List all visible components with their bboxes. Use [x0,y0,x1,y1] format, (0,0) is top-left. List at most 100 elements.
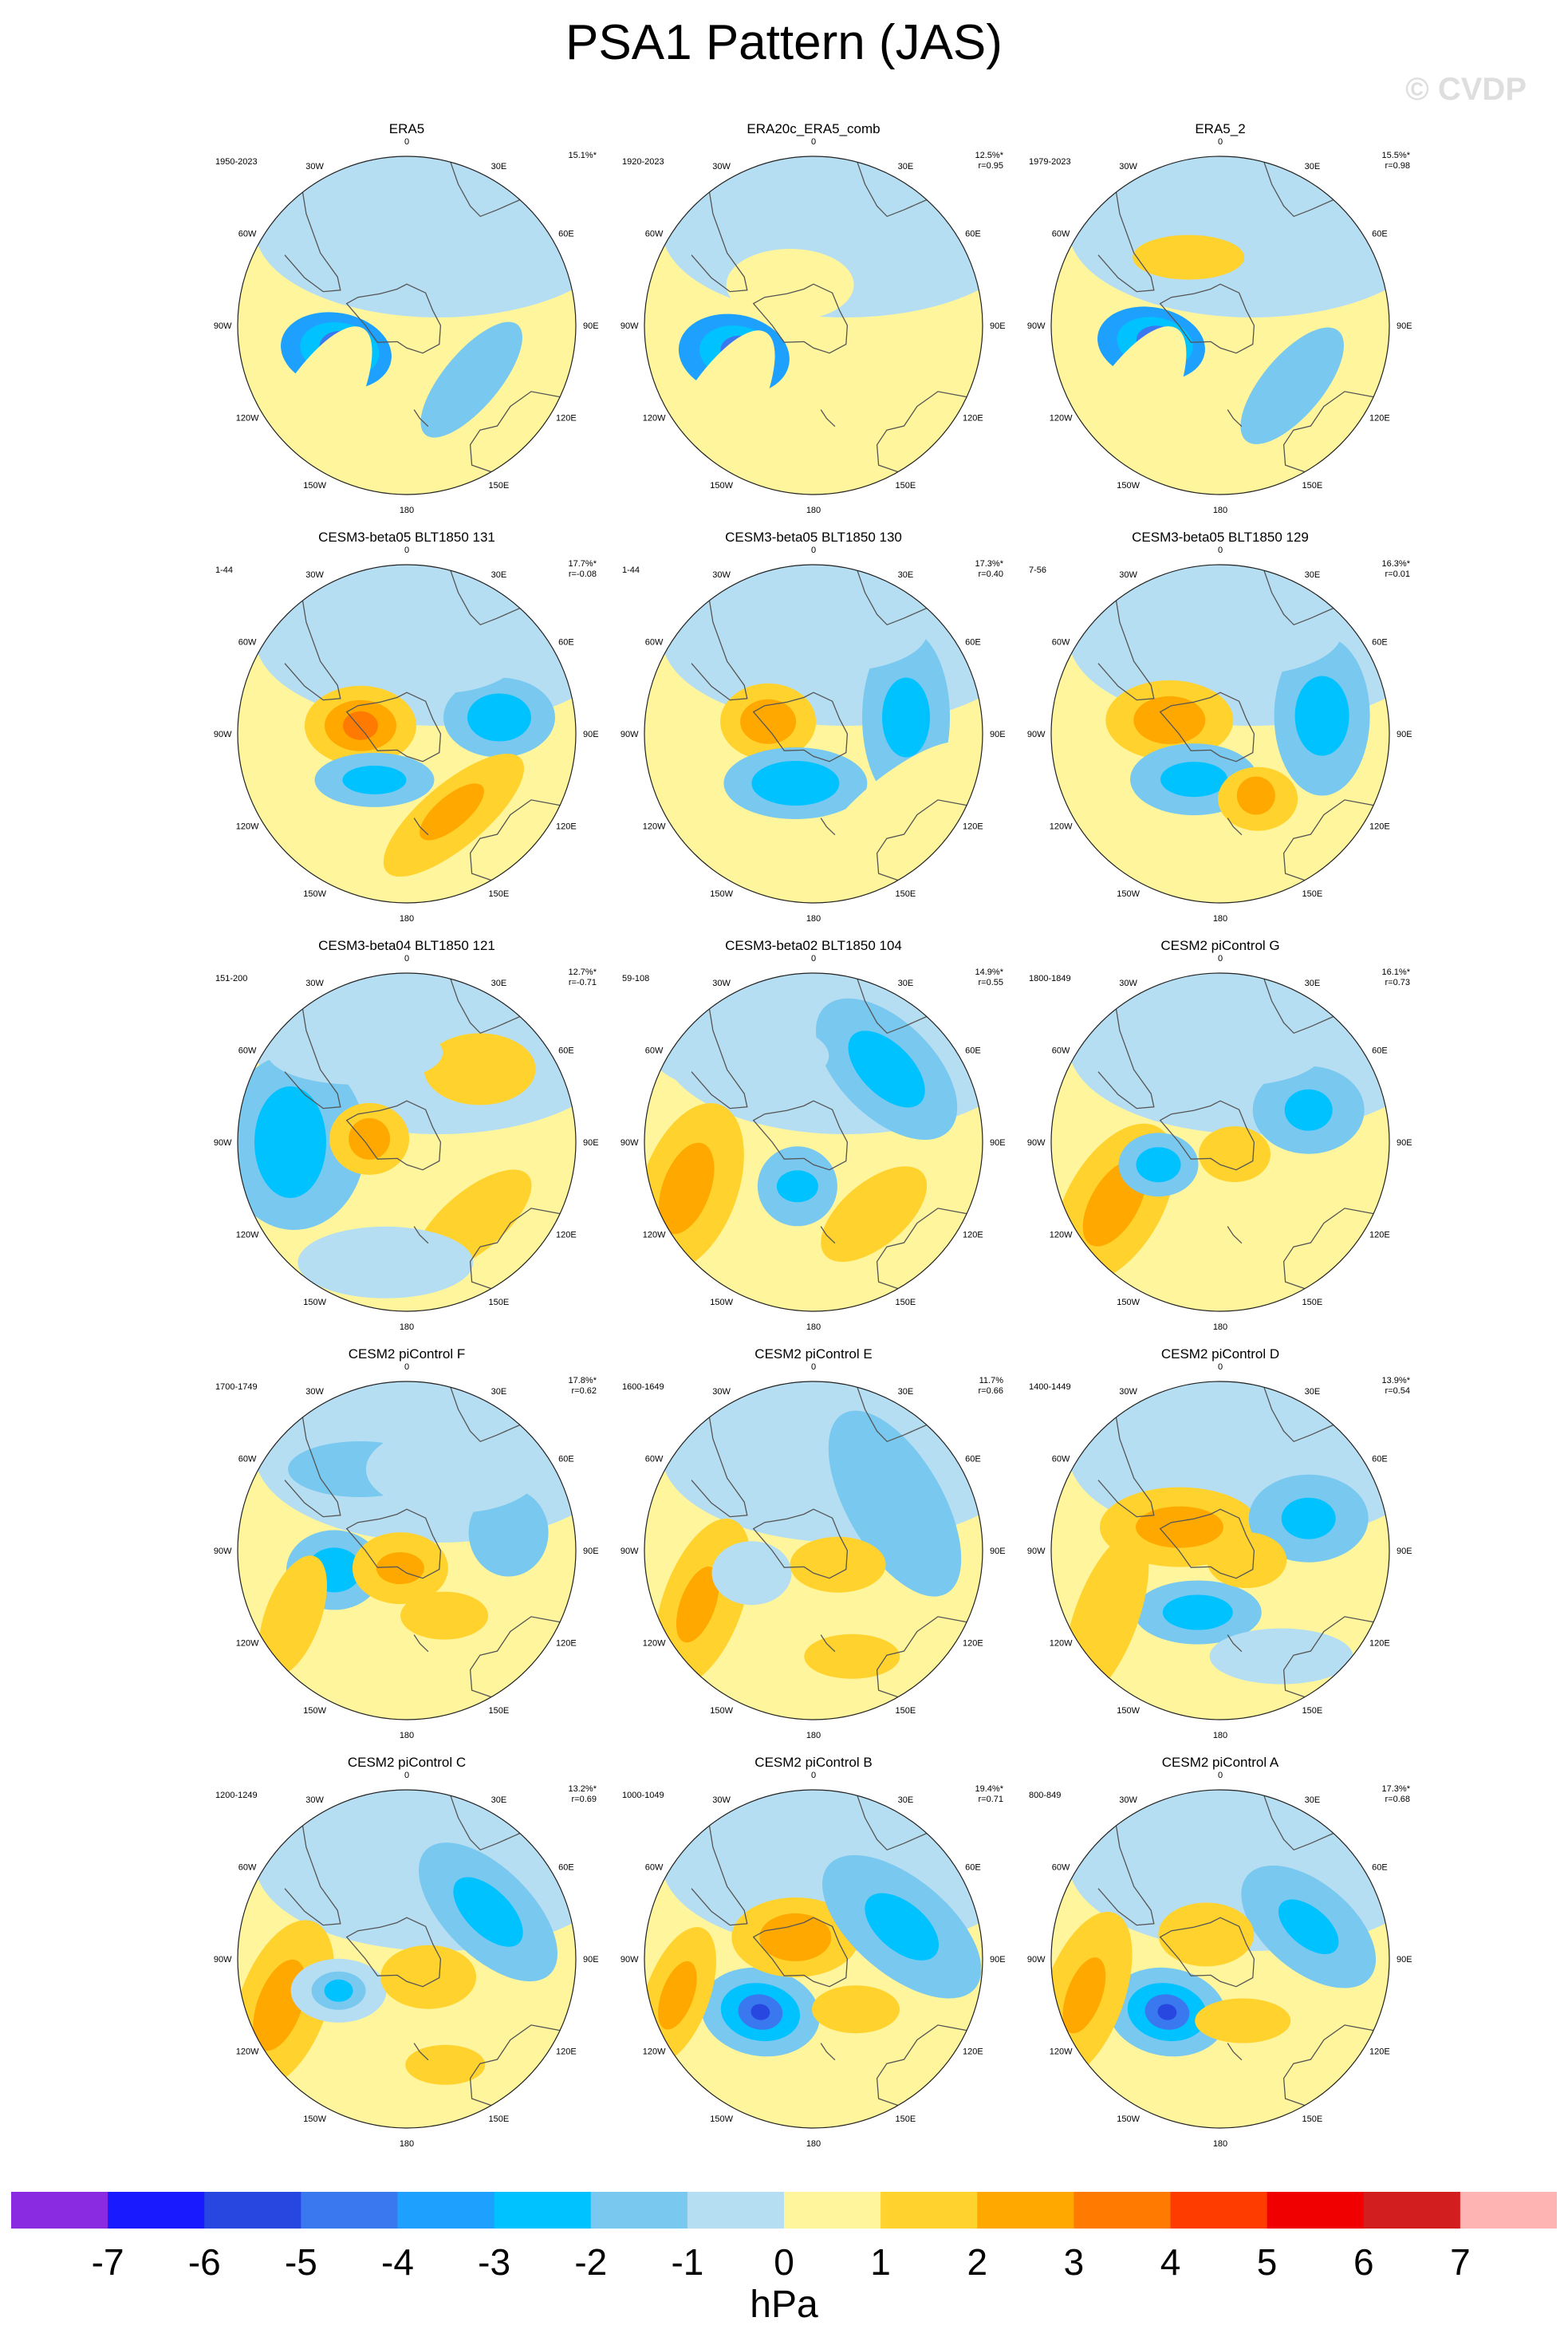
longitude-label: 30W [1119,1387,1137,1397]
anomaly-contour [1133,234,1245,280]
map-border [644,564,983,904]
coastline-australia [1282,2024,1374,2106]
longitude-label: 90E [1397,1138,1412,1148]
coastline-new-zealand [820,1634,836,1653]
coastline-antarctica [345,1917,442,1988]
colorbar-swatch [1363,2192,1461,2229]
colorbar-swatch [590,2192,688,2229]
panel-title: CESM2 piControl G [1160,938,1280,953]
coastline-new-zealand [413,2043,429,2061]
coastline-south-america [691,1825,748,1926]
polar-map: 0 30E 60E 90E 120E 150E 180 150W 120W 90W 60W 30W 14… [1027,1362,1412,1740]
longitude-label: 150E [489,481,510,491]
colorbar-tick-label: -5 [285,2241,317,2283]
coastline-antarctica [1159,283,1255,354]
anomaly-contour [1162,1594,1233,1630]
longitude-label: 180 [1213,2139,1227,2149]
longitude-label: 180 [1213,506,1227,515]
coastline-south-america [1097,600,1155,701]
longitude-label: 60E [965,1455,981,1464]
coastline-antarctica [345,283,442,354]
coastline-south-america [1097,1008,1155,1109]
longitude-label: 30E [1305,570,1321,580]
panel-title: CESM2 piControl F [348,1346,466,1362]
polar-map: 0 30E 60E 90E 120E 150E 180 150W 120W 90W 60W 30W 1-… [214,546,599,924]
anomaly-contour [400,1591,489,1640]
pattern-correlation-label: r=-0.08 [569,569,597,579]
longitude-label: 30E [1305,979,1321,988]
period-label: 1800-1849 [1029,974,1071,983]
longitude-label: 150W [710,1706,733,1716]
coastline-antarctica [752,692,849,763]
longitude-label: 30W [712,1387,731,1397]
anomaly-contour [658,1142,715,1235]
period-label: 1979-2023 [1029,157,1071,167]
longitude-label: 60W [238,638,257,648]
longitude-label: 150E [1302,1706,1323,1716]
anomaly-contour [882,677,930,758]
longitude-label: 150W [303,2114,326,2124]
longitude-label: 90W [621,730,639,739]
longitude-label: 120E [1369,2047,1390,2056]
coastline-south-america [1097,1825,1155,1926]
anomaly-contour [1195,1998,1291,2043]
longitude-label: 90E [583,1955,599,1965]
coastline-new-zealand [820,2043,836,2061]
anomaly-contour [848,1031,925,1108]
anomaly-contour [453,1877,523,1947]
period-label: 1200-1249 [215,1791,258,1800]
anomaly-contour [1134,588,1342,676]
polar-map: 0 30E 60E 90E 120E 150E 180 150W 120W 90W 60W 30W 10… [621,1771,1006,2149]
anomaly-contour [1240,327,1344,444]
map-border [644,156,983,495]
anomaly-contour [726,249,854,321]
anomaly-contour [1209,1628,1353,1685]
anomaly-contour [1281,1497,1336,1539]
coastline-africa [1263,1386,1334,1443]
longitude-label: 0 [1218,954,1223,964]
anomaly-contour [468,1488,549,1577]
longitude-label: 120W [236,413,259,423]
longitude-label: 0 [404,954,409,964]
anomaly-contour [676,1567,719,1643]
coastline-africa [450,569,521,626]
longitude-label: 30E [491,162,507,171]
map-border [1050,156,1390,495]
longitude-label: 60W [1052,1046,1070,1056]
coastline-australia [876,1208,967,1290]
variance-explained-label: 15.1%* [569,151,597,160]
variance-explained-label: 19.4%* [975,1784,1004,1794]
longitude-label: 60W [1052,1863,1070,1873]
period-label: 1700-1749 [215,1382,258,1392]
longitude-label: 60E [1372,1455,1388,1464]
map-border [1050,972,1390,1312]
pattern-correlation-label: r=0.95 [979,161,1004,171]
coastline-new-zealand [1227,2043,1243,2061]
coastline-antarctica [345,692,442,763]
colorbar [11,2192,1557,2229]
longitude-label: 90E [583,1138,599,1148]
coastline-australia [1282,1616,1374,1698]
colorbar-tick-label: 4 [1160,2241,1181,2283]
coastline-new-zealand [1227,409,1243,428]
coastline-new-zealand [1227,818,1243,836]
map-panel: CESM3-beta05 BLT1850 129 0 30E 60E 90E 120E 15… [997,528,1444,943]
longitude-label: 90E [990,1138,1006,1148]
anomaly-contour [735,592,928,672]
coastline-africa [1263,569,1334,626]
longitude-label: 30W [305,1387,324,1397]
anomaly-contour [790,1536,886,1593]
panel-title: CESM2 piControl D [1160,1346,1280,1362]
coastline-new-zealand [413,818,429,836]
longitude-label: 60E [1372,1046,1388,1056]
pattern-correlation-label: r=0.71 [979,1795,1004,1804]
longitude-label: 90E [990,1547,1006,1556]
longitude-label: 60E [558,1046,574,1056]
map-border [1050,564,1390,904]
anomaly-contour [759,1913,832,1961]
panel-title: ERA5_2 [1195,121,1246,136]
coastline-south-america [691,1417,748,1518]
longitude-label: 120E [963,1230,983,1239]
coastline-australia [1282,799,1374,881]
anomaly-contour [267,1020,443,1085]
